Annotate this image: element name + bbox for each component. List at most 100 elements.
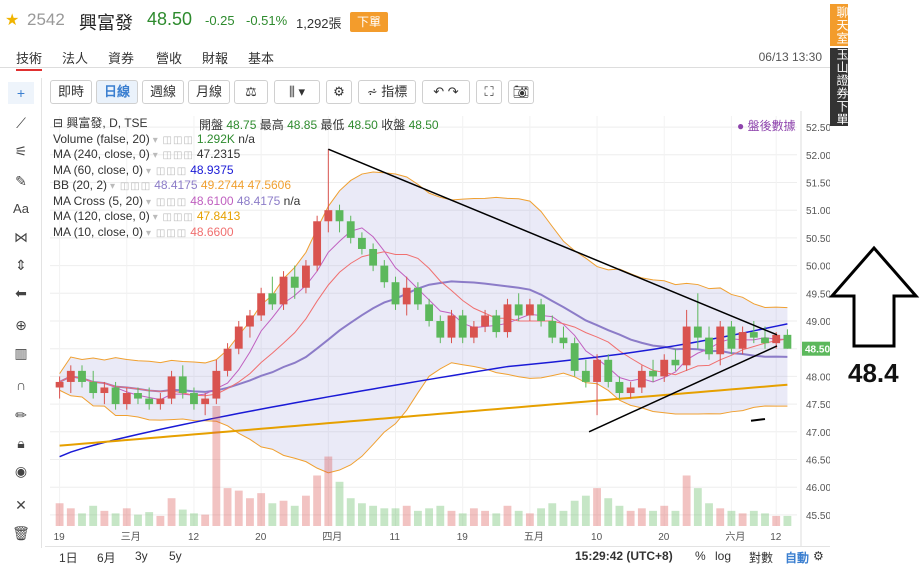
ruler-icon[interactable]: ▥ (14, 345, 28, 361)
x-tick-label: 六月 (725, 531, 745, 543)
log-toggle[interactable]: log (715, 549, 732, 563)
candle-body (324, 210, 333, 222)
legend-value: 48.9375 (190, 162, 234, 177)
legend-minimize-icon[interactable]: ⊟ (53, 116, 64, 130)
auto-scale-toggle[interactable]: 自動 (785, 551, 810, 565)
indicators-label: 指標 (381, 84, 408, 99)
trendline-icon[interactable]: ⟋ (16, 115, 26, 131)
tab-basic[interactable]: 基本 (248, 51, 275, 66)
legend-row-controls-icon[interactable]: ▾ ◫◫◫ (146, 227, 188, 239)
volume-bar (268, 503, 277, 526)
legend-row-controls-icon[interactable]: ▾ ◫◫◫ (110, 181, 152, 192)
pencil-lock-icon[interactable]: ✏ (15, 407, 27, 423)
interval-realtime-button[interactable]: 即時 (50, 80, 92, 104)
percent-toggle[interactable]: % (695, 549, 706, 563)
settings-tools-icon[interactable]: ✕ (15, 497, 27, 513)
legend-row-controls-icon[interactable]: ▾ ◫◫◫ (152, 134, 194, 146)
range-6m[interactable]: 6月 (97, 551, 116, 565)
volume-bar (290, 505, 299, 526)
fullscreen-icon[interactable]: ⛶ (476, 80, 502, 104)
price-change-pct: -0.51% (246, 13, 288, 28)
gear-icon[interactable]: ⚙ (326, 80, 352, 104)
zoom-icon[interactable]: ⊕ (15, 317, 27, 333)
range-5y[interactable]: 5y (169, 549, 182, 563)
eye-icon[interactable]: ◉ (14, 463, 28, 479)
volume-bar (335, 481, 344, 526)
bb-lower-line (59, 362, 788, 474)
x-tick-label: 五月 (524, 531, 544, 543)
legend-row-controls-icon[interactable]: ▾ ◫◫◫ (152, 212, 194, 223)
brush-icon[interactable]: ✎ (15, 173, 27, 189)
arrow-left-icon[interactable]: ⬅ (15, 285, 27, 301)
candle-body (223, 348, 232, 371)
candle-body (212, 370, 221, 399)
volume-bar (492, 513, 501, 526)
camera-icon[interactable]: 📷︎ (508, 80, 534, 104)
quote-header: ★ 2542 興富發 48.50 -0.25 -0.51% 1,292張 下單 (0, 0, 830, 44)
legend-row-controls-icon[interactable]: ▾ ◫◫◫ (152, 150, 194, 161)
price-chart[interactable]: 52.50 52.00 51.50 51.00 50.50 50.00 49.50 49.00… (45, 111, 830, 546)
chart-settings-icon[interactable]: ⚙ (813, 549, 824, 563)
trash-icon[interactable]: 🗑︎ (12, 525, 30, 541)
volume-bar (279, 500, 288, 526)
candle-body (604, 359, 613, 382)
interval-weekly-button[interactable]: 週線 (142, 80, 184, 104)
legend-row-controls-icon[interactable]: ▾ ◫◫◫ (146, 165, 188, 177)
volume-bar (637, 508, 646, 526)
candle-body (649, 370, 657, 377)
lock-icon[interactable]: 🔒︎ (17, 435, 25, 451)
interval-monthly-button[interactable]: 月線 (188, 80, 230, 104)
undo-redo-icon[interactable]: ↶ ↷ (422, 80, 470, 104)
legend-value: n/a (238, 131, 255, 146)
text-tool-icon[interactable]: Aa (13, 201, 29, 216)
measure-icon[interactable]: ⇕ (15, 257, 27, 273)
legend-label: MA (120, close, 0) (53, 209, 150, 223)
esun-order-banner[interactable]: 玉山證券下單 (830, 48, 849, 126)
range-3y[interactable]: 3y (135, 549, 148, 563)
after-hours-link[interactable]: ● 盤後數據 (737, 119, 796, 133)
order-button[interactable]: 下單 (350, 12, 388, 32)
candle-body (302, 265, 310, 288)
volume-bar (615, 505, 624, 526)
volume-bar (705, 503, 713, 526)
volume-bar (570, 500, 579, 526)
x-tick-label: 19 (54, 532, 66, 543)
close-value: 48.50 (408, 118, 439, 132)
volume-bar (234, 490, 243, 526)
tab-financials[interactable]: 財報 (202, 51, 229, 66)
interval-daily-button[interactable]: 日線 (96, 80, 138, 104)
candle-type-icon[interactable]: ⫼ ▾ (274, 80, 320, 104)
x-tick-label: 11 (390, 532, 401, 543)
compare-icon[interactable]: ⚖ (234, 80, 268, 104)
fib-icon[interactable]: ⚟ (14, 143, 28, 159)
candle-body (503, 304, 512, 333)
candle-body (761, 337, 769, 344)
volume-bar (257, 493, 266, 526)
low-label: 最低 (320, 118, 345, 132)
y-tick-label: 50.00 (806, 262, 830, 273)
tab-revenue[interactable]: 營收 (156, 51, 183, 66)
magnet-icon[interactable]: ∩ (15, 377, 27, 393)
last-price-tag: 48.50 (805, 345, 830, 356)
y-tick-label: 50.50 (806, 234, 830, 245)
tab-margin[interactable]: 資券 (108, 51, 135, 66)
volume-bar (626, 510, 635, 526)
legend-label: MA (240, close, 0) (53, 147, 150, 161)
indicators-button[interactable]: ⩫ 指標 (358, 80, 416, 104)
chatroom-banner[interactable]: 聊天室 (830, 4, 849, 46)
legend-row-controls-icon[interactable]: ▾ ◫◫◫ (146, 196, 188, 208)
log-scale-toggle[interactable]: 對數 (749, 551, 774, 565)
candle-body (391, 282, 400, 305)
volume-bar (682, 475, 691, 526)
volume-bar (357, 503, 366, 526)
crosshair-icon[interactable]: + (8, 82, 34, 104)
candle-body (55, 381, 64, 388)
pattern-icon[interactable]: ⋈ (14, 229, 28, 245)
tab-technical[interactable]: 技術 (16, 48, 43, 71)
tab-institutional[interactable]: 法人 (62, 51, 89, 66)
clock: 15:29:42 (UTC+8) (575, 549, 673, 563)
candle-body (772, 334, 781, 344)
range-1d[interactable]: 1日 (59, 551, 78, 565)
info-tabs: 技術 法人 資券 營收 財報 基本 06/13 13:30 (0, 46, 830, 71)
favorite-star-icon[interactable]: ★ (5, 12, 20, 29)
